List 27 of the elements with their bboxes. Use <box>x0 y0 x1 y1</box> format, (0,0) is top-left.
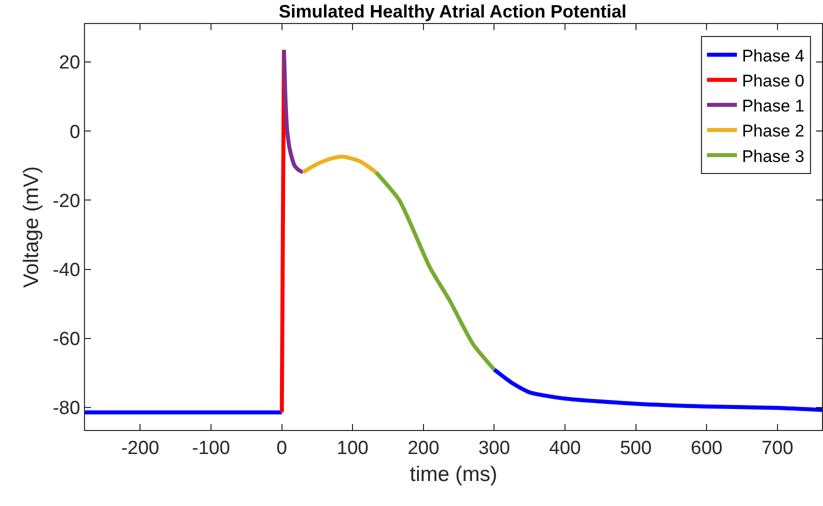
y-axis-title: Voltage (mV) <box>20 166 43 288</box>
line-series <box>301 154 378 174</box>
line-series <box>282 48 306 174</box>
y-tick-label: -80 <box>52 398 80 420</box>
y-tick-label: -40 <box>52 260 80 281</box>
y-tick-label: 20 <box>59 52 80 74</box>
x-tick-label: 700 <box>762 438 794 459</box>
legend-label: Phase 0 <box>742 71 804 90</box>
legend-label: Phase 2 <box>742 122 804 141</box>
line-series <box>374 170 496 372</box>
x-tick-label: 100 <box>336 438 368 459</box>
x-tick-label: 0 <box>276 438 288 459</box>
legend-label: Phase 1 <box>742 96 804 116</box>
legend-label: Phase 3 <box>742 146 804 166</box>
y-tick-label: -60 <box>52 329 80 350</box>
chart-title: Simulated Healthy Atrial Action Potential <box>278 2 627 22</box>
x-tick-label: 400 <box>549 438 581 459</box>
x-tick-label: 500 <box>620 438 652 459</box>
y-tick-label: 0 <box>70 122 80 143</box>
y-tick-label: -20 <box>52 190 80 212</box>
x-tick-label: -100 <box>192 438 230 459</box>
x-tick-label: -200 <box>121 438 160 459</box>
legend-label: Phase 4 <box>742 46 804 66</box>
x-axis-title: time (ms) <box>410 463 498 486</box>
x-tick-label: 600 <box>690 438 722 459</box>
x-tick-label: 300 <box>478 438 510 459</box>
x-tick-label: 200 <box>408 438 440 459</box>
